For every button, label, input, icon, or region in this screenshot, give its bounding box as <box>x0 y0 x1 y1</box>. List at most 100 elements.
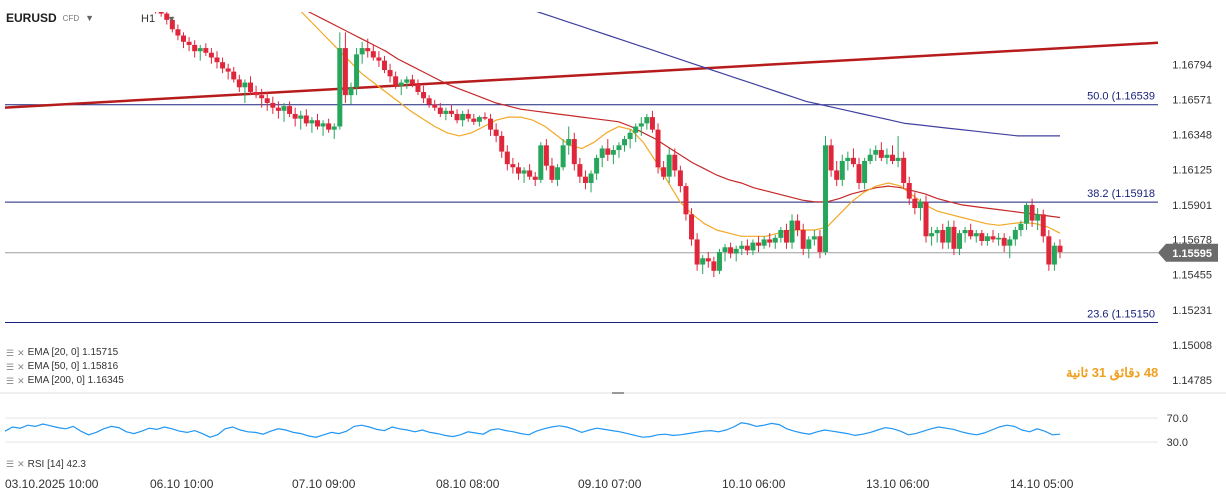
candle-body <box>309 120 315 124</box>
candle-body <box>750 242 756 251</box>
ema-20-line <box>300 12 1061 237</box>
candle-body <box>1007 239 1013 246</box>
candle-body <box>867 154 873 162</box>
candle-body <box>493 129 499 136</box>
close-icon[interactable]: ✕ <box>17 348 25 358</box>
candle-body <box>884 154 890 158</box>
candle-body <box>259 95 265 99</box>
candle-body <box>783 230 789 243</box>
candle-body <box>649 117 655 130</box>
candle-body <box>242 82 248 88</box>
fib-level-label: 23.6 (1.15150 <box>1087 309 1155 321</box>
candle-body <box>683 186 689 215</box>
candle-body <box>917 201 923 209</box>
symbol-dropdown-icon[interactable]: ▼ <box>85 13 95 23</box>
candle-body <box>153 0 158 7</box>
ema-legend-row-200[interactable]: ☰ ✕ EMA [200, 0] 1.16345 <box>6 374 124 388</box>
candle-body <box>638 123 644 127</box>
candle-body <box>214 57 220 63</box>
candle-body <box>761 239 767 246</box>
candle-body <box>370 51 376 58</box>
candle-body <box>515 167 521 174</box>
candle-body <box>208 52 214 58</box>
candle-body <box>588 173 594 183</box>
candle-body <box>421 91 427 99</box>
rsi-legend[interactable]: ☰ ✕ RSI [14] 42.3 <box>6 459 86 470</box>
settings-icon[interactable]: ☰ <box>6 459 15 469</box>
ema-50-label: EMA [50, 0] 1.15816 <box>27 361 119 372</box>
candle-body <box>1057 245 1063 252</box>
trendline <box>5 41 1158 109</box>
close-icon[interactable]: ✕ <box>17 376 25 386</box>
candle-body <box>180 35 186 42</box>
candle-body <box>443 110 449 114</box>
price-tick-label: 1.15455 <box>1172 270 1212 282</box>
settings-icon[interactable]: ☰ <box>6 348 15 358</box>
time-tick-label: 03.10.2025 10:00 <box>5 477 99 491</box>
candle-body <box>342 48 348 96</box>
settings-icon[interactable]: ☰ <box>6 376 15 386</box>
candle-body <box>169 19 175 30</box>
candle-body <box>231 71 237 80</box>
candle-body <box>549 165 555 180</box>
candle-body <box>795 220 801 231</box>
ema-legend-row-20[interactable]: ☰ ✕ EMA [20, 0] 1.15715 <box>6 346 124 360</box>
time-tick-label: 07.10 09:00 <box>292 477 356 491</box>
candle-body <box>281 106 287 111</box>
candle-body <box>772 237 778 243</box>
candle-body <box>962 230 968 234</box>
settings-icon[interactable]: ☰ <box>6 362 15 372</box>
candle-body <box>571 139 577 165</box>
candle-body <box>432 104 438 108</box>
close-icon[interactable]: ✕ <box>17 459 25 469</box>
rsi-level-label: 70.0 <box>1167 413 1188 425</box>
candle-body <box>331 126 337 130</box>
candle-body <box>934 230 940 234</box>
time-tick-label: 08.10 08:00 <box>436 477 500 491</box>
symbol-header[interactable]: EURUSD CFD ▼ <box>6 11 94 25</box>
candle-body <box>175 29 181 36</box>
instrument-badge: CFD <box>62 13 80 23</box>
candle-body <box>716 251 722 271</box>
candle-body <box>711 261 717 271</box>
candle-body <box>968 230 974 237</box>
candle-body <box>365 48 371 52</box>
candle-body <box>834 170 840 180</box>
candle-body <box>275 107 281 111</box>
candle-body <box>912 198 918 209</box>
close-icon[interactable]: ✕ <box>17 362 25 372</box>
candle-body <box>800 230 806 249</box>
ema-20-label: EMA [20, 0] 1.15715 <box>27 347 119 358</box>
candle-body <box>700 258 706 265</box>
candle-body <box>521 170 527 174</box>
candle-body <box>415 84 421 92</box>
timeframe-dropdown-icon[interactable]: ▼ <box>167 14 176 24</box>
rsi-line[interactable] <box>4 422 1061 438</box>
candle-body <box>789 220 795 243</box>
ema-legend-row-50[interactable]: ☰ ✕ EMA [50, 0] 1.15816 <box>6 360 124 374</box>
candle-body <box>1012 230 1018 240</box>
candle-body <box>225 68 231 72</box>
timeframe-selector[interactable]: H1 ▼ <box>141 13 176 25</box>
rsi-level-label: 30.0 <box>1167 437 1188 449</box>
candle-body <box>823 145 829 252</box>
candle-body <box>437 107 443 114</box>
candle-body <box>247 82 253 92</box>
candle-body <box>890 154 896 162</box>
candle-body <box>1035 214 1041 221</box>
candle-body <box>817 236 823 252</box>
candle-body <box>577 164 583 177</box>
candle-body <box>314 120 320 127</box>
candle-body <box>538 145 544 180</box>
candle-body <box>270 102 276 108</box>
candle-body <box>929 233 935 237</box>
candle-body <box>895 157 901 162</box>
price-tick-label: 1.14785 <box>1172 375 1212 387</box>
candle-body <box>694 239 700 265</box>
candle-body <box>482 117 488 119</box>
candle-body <box>744 245 750 251</box>
current-price-label: 1.15595 <box>1172 248 1212 260</box>
candle-body <box>616 145 622 151</box>
